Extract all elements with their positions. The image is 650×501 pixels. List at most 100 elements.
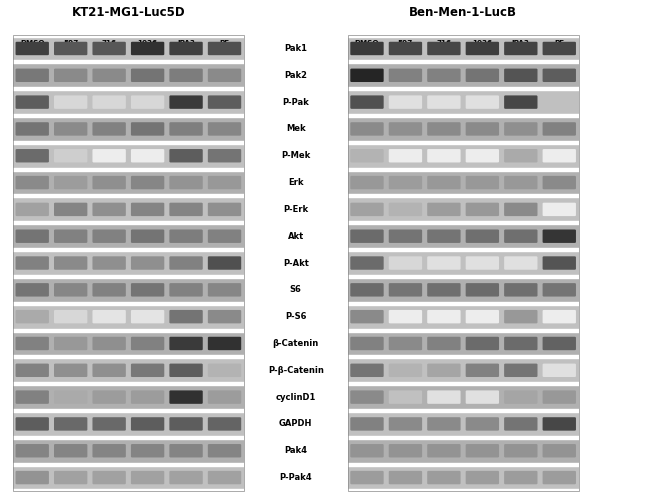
FancyBboxPatch shape (208, 417, 241, 431)
Bar (348, 358, 578, 382)
FancyBboxPatch shape (389, 444, 422, 457)
FancyBboxPatch shape (170, 310, 203, 323)
Text: Pak2: Pak2 (284, 71, 307, 80)
FancyBboxPatch shape (92, 444, 126, 457)
FancyBboxPatch shape (389, 203, 422, 216)
FancyBboxPatch shape (350, 337, 384, 350)
FancyBboxPatch shape (170, 283, 203, 297)
FancyBboxPatch shape (208, 42, 241, 55)
Text: 597: 597 (63, 40, 78, 46)
FancyBboxPatch shape (427, 417, 461, 431)
FancyBboxPatch shape (543, 444, 576, 457)
FancyBboxPatch shape (427, 69, 461, 82)
Bar (13, 412, 244, 436)
FancyBboxPatch shape (170, 149, 203, 162)
Text: PF: PF (554, 40, 564, 46)
FancyBboxPatch shape (208, 203, 241, 216)
FancyBboxPatch shape (465, 122, 499, 136)
FancyBboxPatch shape (504, 283, 538, 297)
FancyBboxPatch shape (170, 364, 203, 377)
Bar (13, 35, 244, 491)
FancyBboxPatch shape (350, 283, 384, 297)
Bar (348, 305, 578, 329)
FancyBboxPatch shape (16, 364, 49, 377)
FancyBboxPatch shape (504, 257, 538, 270)
FancyBboxPatch shape (350, 69, 384, 82)
FancyBboxPatch shape (92, 337, 126, 350)
FancyBboxPatch shape (465, 310, 499, 323)
FancyBboxPatch shape (131, 364, 164, 377)
FancyBboxPatch shape (543, 95, 576, 109)
FancyBboxPatch shape (131, 257, 164, 270)
Bar (348, 171, 578, 194)
FancyBboxPatch shape (92, 417, 126, 431)
FancyBboxPatch shape (427, 283, 461, 297)
FancyBboxPatch shape (350, 390, 384, 404)
Bar (13, 305, 244, 329)
FancyBboxPatch shape (16, 95, 49, 109)
FancyBboxPatch shape (131, 390, 164, 404)
FancyBboxPatch shape (131, 95, 164, 109)
Bar (348, 332, 578, 355)
Bar (348, 197, 578, 221)
Bar (348, 465, 578, 489)
Text: P-Erk: P-Erk (283, 205, 308, 214)
FancyBboxPatch shape (92, 42, 126, 55)
FancyBboxPatch shape (427, 203, 461, 216)
FancyBboxPatch shape (16, 149, 49, 162)
FancyBboxPatch shape (208, 229, 241, 243)
FancyBboxPatch shape (350, 122, 384, 136)
FancyBboxPatch shape (170, 69, 203, 82)
Text: 1036: 1036 (138, 40, 158, 46)
FancyBboxPatch shape (543, 471, 576, 484)
Bar (13, 224, 244, 248)
Text: P-S6: P-S6 (285, 312, 307, 321)
FancyBboxPatch shape (170, 390, 203, 404)
FancyBboxPatch shape (350, 417, 384, 431)
FancyBboxPatch shape (54, 417, 87, 431)
FancyBboxPatch shape (427, 95, 461, 109)
FancyBboxPatch shape (92, 122, 126, 136)
FancyBboxPatch shape (543, 149, 576, 162)
FancyBboxPatch shape (389, 257, 422, 270)
Bar (348, 412, 578, 436)
FancyBboxPatch shape (92, 149, 126, 162)
FancyBboxPatch shape (543, 257, 576, 270)
FancyBboxPatch shape (208, 471, 241, 484)
FancyBboxPatch shape (427, 176, 461, 189)
FancyBboxPatch shape (389, 122, 422, 136)
FancyBboxPatch shape (389, 390, 422, 404)
FancyBboxPatch shape (16, 203, 49, 216)
FancyBboxPatch shape (131, 149, 164, 162)
FancyBboxPatch shape (208, 444, 241, 457)
FancyBboxPatch shape (54, 471, 87, 484)
FancyBboxPatch shape (350, 257, 384, 270)
Bar (348, 144, 578, 168)
FancyBboxPatch shape (504, 176, 538, 189)
FancyBboxPatch shape (170, 95, 203, 109)
FancyBboxPatch shape (427, 471, 461, 484)
FancyBboxPatch shape (504, 149, 538, 162)
FancyBboxPatch shape (465, 95, 499, 109)
FancyBboxPatch shape (208, 283, 241, 297)
FancyBboxPatch shape (170, 337, 203, 350)
FancyBboxPatch shape (543, 69, 576, 82)
FancyBboxPatch shape (504, 203, 538, 216)
FancyBboxPatch shape (543, 203, 576, 216)
Bar (13, 171, 244, 194)
Bar (348, 278, 578, 302)
Text: Ben-Men-1-LucB: Ben-Men-1-LucB (409, 6, 517, 19)
Bar (13, 439, 244, 462)
Text: IPA3: IPA3 (512, 40, 530, 46)
Bar (13, 90, 244, 114)
FancyBboxPatch shape (92, 203, 126, 216)
FancyBboxPatch shape (131, 122, 164, 136)
FancyBboxPatch shape (350, 444, 384, 457)
FancyBboxPatch shape (389, 149, 422, 162)
Text: 716: 716 (101, 40, 117, 46)
FancyBboxPatch shape (465, 390, 499, 404)
FancyBboxPatch shape (504, 471, 538, 484)
FancyBboxPatch shape (92, 364, 126, 377)
FancyBboxPatch shape (389, 364, 422, 377)
FancyBboxPatch shape (389, 69, 422, 82)
